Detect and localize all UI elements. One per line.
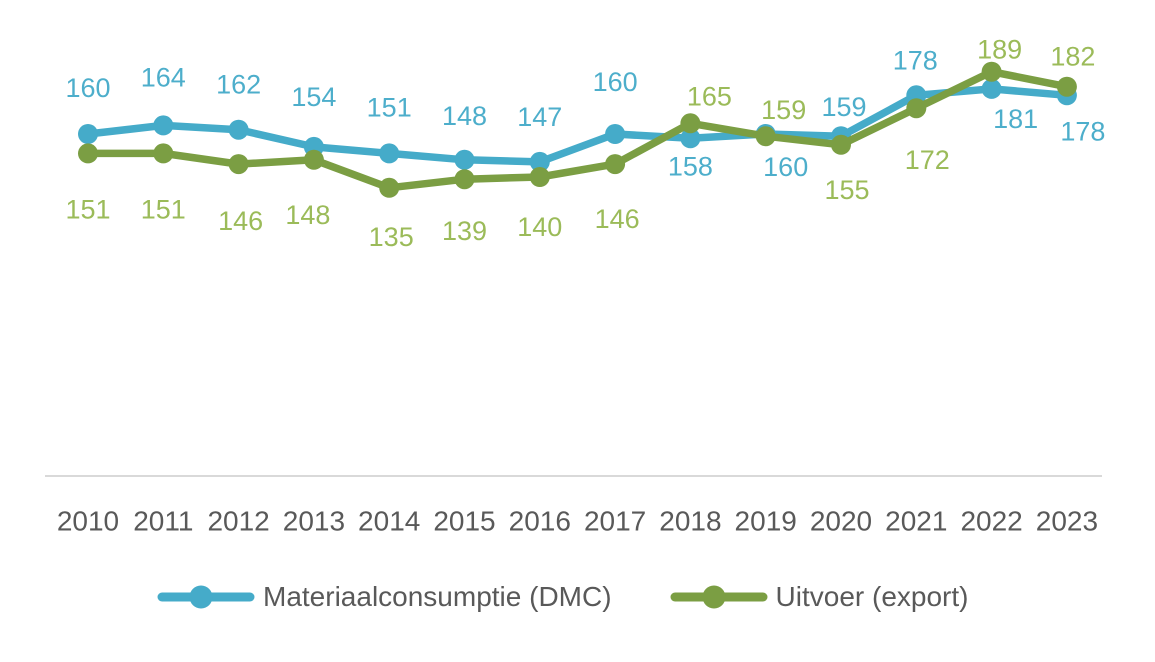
data-point-marker xyxy=(680,113,701,134)
data-label: 164 xyxy=(141,62,186,92)
data-label: 182 xyxy=(1050,42,1095,72)
data-point-marker xyxy=(78,143,98,164)
data-label: 151 xyxy=(141,194,186,224)
data-label: 155 xyxy=(824,175,869,205)
data-label: 181 xyxy=(993,104,1038,134)
chart-legend: Materiaalconsumptie (DMC) Uitvoer (expor… xyxy=(157,578,968,616)
data-point-marker xyxy=(153,143,174,164)
data-point-marker xyxy=(981,61,1002,82)
data-label: 151 xyxy=(65,194,110,224)
data-point-marker xyxy=(605,124,626,144)
data-point-marker xyxy=(228,119,249,140)
x-axis-label-2023: 2023 xyxy=(1036,506,1098,537)
data-label: 148 xyxy=(285,200,330,230)
data-label: 178 xyxy=(1060,116,1105,146)
data-label: 140 xyxy=(517,212,562,242)
data-label: 151 xyxy=(367,92,412,122)
data-label: 147 xyxy=(517,102,562,132)
data-point-marker xyxy=(981,78,1002,99)
data-point-marker xyxy=(529,167,550,187)
x-axis-label-2019: 2019 xyxy=(735,506,797,537)
data-label: 189 xyxy=(977,35,1022,65)
data-point-marker xyxy=(379,143,400,164)
data-point-marker xyxy=(153,115,174,136)
data-label: 148 xyxy=(442,101,487,131)
legend-label-uitvoer: Uitvoer (export) xyxy=(775,581,969,612)
x-axis-label-2012: 2012 xyxy=(207,506,269,537)
data-label: 158 xyxy=(668,151,713,181)
data-point-marker xyxy=(1056,76,1077,97)
data-label: 139 xyxy=(442,216,487,246)
x-axis-label-2016: 2016 xyxy=(509,506,571,537)
data-point-marker xyxy=(303,149,324,170)
data-point-marker xyxy=(680,128,701,149)
x-axis-label-2011: 2011 xyxy=(133,506,193,537)
x-axis-label-2017: 2017 xyxy=(584,506,646,537)
data-label: 160 xyxy=(65,73,110,103)
x-axis-label-2021: 2021 xyxy=(885,506,947,537)
x-axis-label-2020: 2020 xyxy=(810,506,872,537)
data-label: 159 xyxy=(761,95,806,125)
data-label: 178 xyxy=(893,45,938,75)
data-label: 160 xyxy=(763,152,808,182)
data-point-marker xyxy=(454,169,475,190)
data-label: 146 xyxy=(595,204,640,234)
data-point-marker xyxy=(78,124,98,144)
legend-label-materiaalconsumptie: Materiaalconsumptie (DMC) xyxy=(263,581,612,612)
dmc-line-marker-icon xyxy=(157,585,255,609)
data-point-marker xyxy=(755,126,776,147)
legend-item-materiaalconsumptie: Materiaalconsumptie (DMC) xyxy=(157,578,612,616)
export-line-marker-icon xyxy=(670,585,768,609)
x-axis-label-2018: 2018 xyxy=(659,506,721,537)
x-axis-label-2015: 2015 xyxy=(433,506,495,537)
x-axis-label-2010: 2010 xyxy=(57,506,119,537)
data-label: 160 xyxy=(593,67,638,97)
data-label: 146 xyxy=(218,206,263,236)
x-axis-label-2013: 2013 xyxy=(283,506,345,537)
data-point-marker xyxy=(529,151,550,172)
legend-item-uitvoer: Uitvoer (export) xyxy=(670,578,969,616)
data-point-marker xyxy=(379,177,400,198)
data-point-marker xyxy=(454,149,475,170)
data-point-marker xyxy=(605,154,626,175)
data-label: 159 xyxy=(821,92,866,122)
series-line-1 xyxy=(84,67,1071,192)
data-label: 162 xyxy=(216,70,261,100)
x-axis-label-2014: 2014 xyxy=(358,506,420,537)
data-label: 172 xyxy=(905,145,950,175)
data-label: 135 xyxy=(369,222,414,252)
data-label: 154 xyxy=(291,82,336,112)
data-label: 165 xyxy=(687,81,732,111)
data-point-marker xyxy=(831,134,851,155)
data-point-marker xyxy=(228,154,249,175)
data-point-marker xyxy=(906,98,927,119)
x-axis-label-2022: 2022 xyxy=(960,506,1022,537)
series-line-0 xyxy=(84,85,1071,166)
